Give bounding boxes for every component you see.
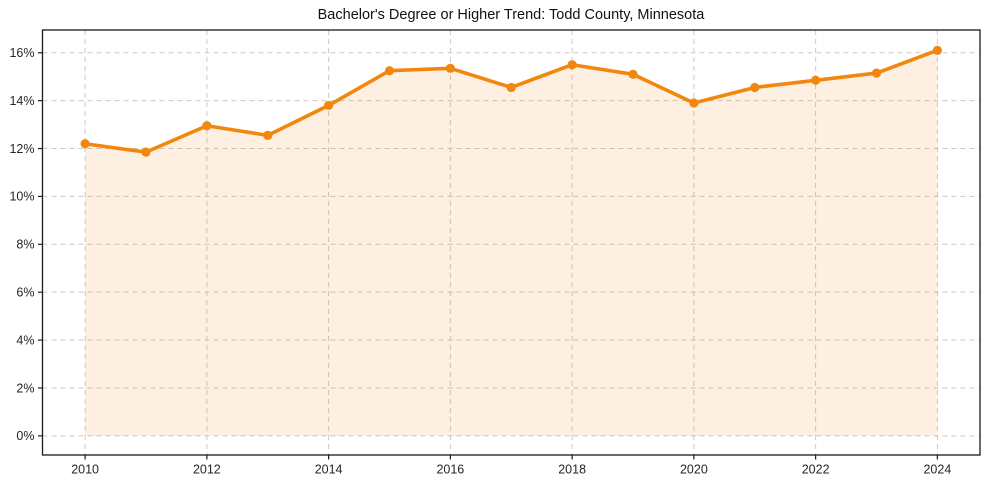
x-tick-label: 2020	[680, 463, 708, 477]
x-tick-label: 2016	[436, 463, 464, 477]
area-fill	[85, 50, 938, 436]
x-tick-label: 2018	[558, 463, 586, 477]
y-tick-label: 12%	[9, 142, 34, 156]
data-point-marker	[750, 82, 760, 93]
data-point-marker	[263, 130, 273, 140]
y-tick-label: 4%	[16, 333, 34, 347]
plot-border	[41, 29, 981, 456]
data-point-marker	[689, 98, 699, 108]
y-tick-label: 2%	[16, 381, 34, 395]
data-point-marker	[932, 45, 942, 55]
data-point-marker	[628, 69, 638, 79]
data-point-marker	[80, 139, 90, 149]
data-point-marker	[324, 100, 334, 111]
data-point-marker	[567, 60, 577, 70]
y-tick-label: 10%	[9, 190, 34, 204]
data-point-marker	[811, 75, 821, 85]
x-tick-label: 2024	[923, 463, 951, 477]
y-tick-label: 6%	[16, 285, 34, 299]
data-point-marker	[506, 82, 516, 93]
data-point-marker	[384, 66, 395, 76]
x-tick-label: 2014	[315, 463, 343, 477]
data-point-marker	[445, 63, 455, 73]
data-point-marker	[141, 147, 151, 157]
data-point-marker	[202, 121, 212, 131]
x-tick-label: 2010	[71, 463, 99, 477]
data-point-marker	[871, 68, 882, 78]
chart-title: Bachelor's Degree or Higher Trend: Todd …	[317, 7, 705, 23]
x-tick-label: 2012	[193, 463, 221, 477]
y-tick-label: 14%	[9, 94, 34, 108]
y-tick-label: 8%	[16, 238, 34, 252]
x-tick-label: 2022	[802, 463, 830, 477]
y-tick-label: 16%	[9, 46, 34, 60]
y-tick-label: 0%	[16, 429, 34, 443]
